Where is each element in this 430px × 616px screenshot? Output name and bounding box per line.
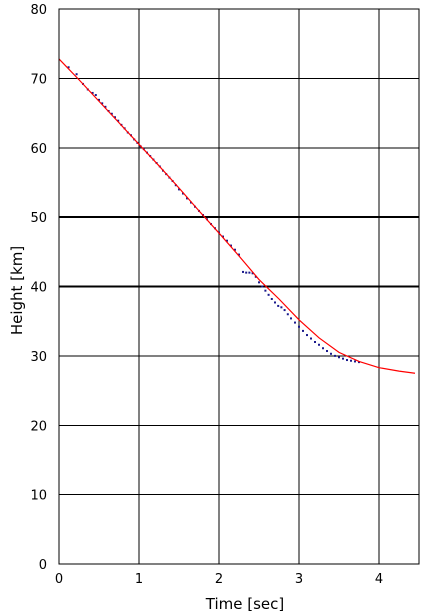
data-point: [294, 321, 296, 324]
data-point: [222, 235, 224, 238]
data-point: [306, 334, 308, 337]
data-point: [290, 317, 292, 320]
y-tick-labels: 0 10 20 30 40 50 60 70 80: [30, 3, 47, 573]
data-point: [334, 354, 336, 357]
data-point: [98, 98, 100, 101]
data-point: [254, 275, 257, 278]
data-point: [326, 350, 328, 353]
data-point: [226, 239, 228, 242]
data-point: [338, 356, 340, 359]
data-point: [110, 112, 113, 115]
data-point: [322, 347, 324, 350]
data-point: [114, 116, 116, 119]
data-point: [330, 352, 332, 355]
data-point: [230, 244, 232, 247]
plot-marks: [58, 58, 416, 374]
data-point: [258, 281, 260, 284]
data-point: [251, 272, 254, 275]
data-point: [178, 188, 180, 191]
x-tick-label: 2: [215, 572, 223, 587]
data-point: [270, 297, 273, 300]
data-point: [261, 285, 264, 288]
data-point: [234, 248, 236, 251]
y-tick-label: 60: [30, 142, 47, 157]
data-point: [267, 293, 270, 296]
data-point: [302, 329, 304, 332]
y-tick-label: 30: [30, 350, 47, 365]
data-point: [264, 289, 267, 292]
y-tick-label: 10: [30, 489, 47, 504]
data-point: [342, 357, 344, 360]
data-point: [318, 343, 320, 346]
x-tick-label: 4: [375, 572, 383, 587]
data-point: [283, 309, 286, 312]
data-point: [104, 105, 107, 108]
model-curve-line: [58, 58, 416, 374]
data-point: [117, 119, 120, 122]
y-axis-label: Height [km]: [8, 246, 26, 335]
y-tick-label: 40: [30, 281, 47, 296]
data-point: [274, 301, 276, 304]
y-tick-label: 20: [30, 419, 47, 434]
data-point: [310, 337, 312, 340]
data-point: [346, 359, 348, 362]
data-point: [94, 94, 97, 97]
data-point: [182, 192, 184, 195]
data-point: [280, 306, 283, 309]
y-tick-label: 50: [30, 211, 47, 226]
y-tick-label: 70: [30, 72, 47, 87]
x-tick-labels: 0 1 2 3 4: [55, 572, 383, 587]
y-tick-label: 0: [39, 558, 47, 573]
data-point: [350, 359, 352, 362]
data-point: [101, 102, 104, 105]
data-point: [248, 271, 251, 274]
x-axis-label: Time [sec]: [205, 595, 284, 613]
x-tick-label: 1: [135, 572, 143, 587]
data-point: [277, 304, 280, 307]
data-point: [67, 66, 70, 69]
data-point: [314, 341, 316, 343]
plot-area-frame: [58, 8, 420, 565]
x-tick-label: 3: [295, 572, 303, 587]
data-point: [286, 313, 289, 316]
y-tick-label: 80: [30, 3, 47, 18]
data-point: [91, 91, 94, 94]
data-point: [245, 271, 248, 274]
data-point: [75, 73, 78, 76]
data-point: [242, 270, 244, 273]
data-point: [298, 325, 300, 328]
data-point: [354, 360, 356, 363]
x-tick-label: 0: [55, 572, 63, 587]
data-point: [238, 253, 240, 256]
data-point: [186, 197, 188, 200]
data-point: [358, 361, 360, 364]
